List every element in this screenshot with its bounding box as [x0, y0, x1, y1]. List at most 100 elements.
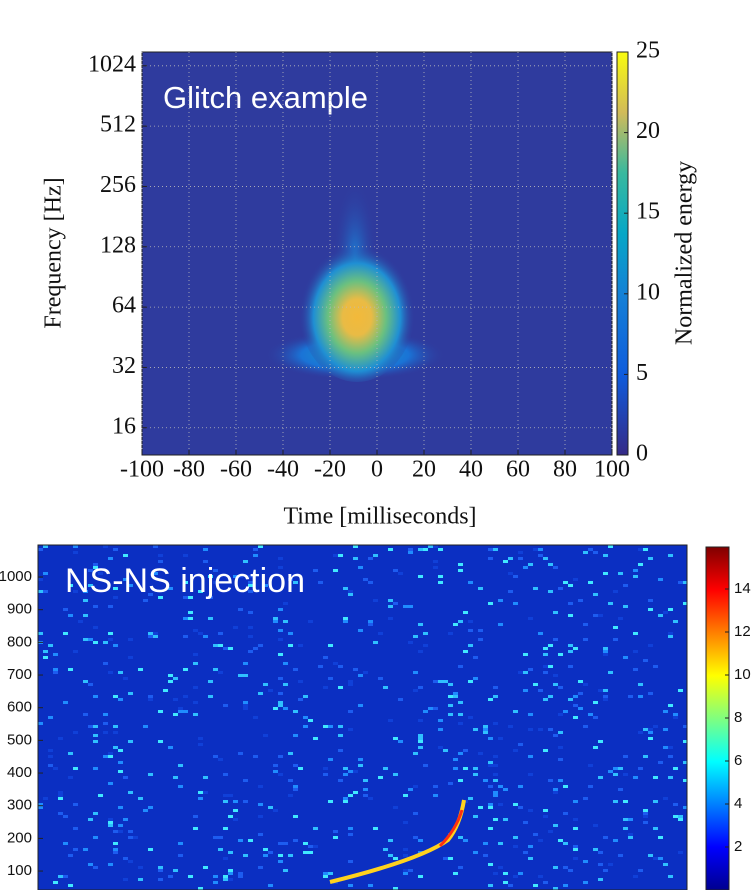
- noise-pixel: [353, 557, 358, 560]
- noise-pixel: [48, 716, 53, 719]
- noise-pixel: [503, 788, 508, 791]
- noise-pixel: [223, 875, 228, 878]
- x-tick-label: 80: [553, 457, 577, 483]
- noise-pixel: [593, 593, 598, 596]
- noise-pixel: [138, 668, 143, 671]
- noise-pixel: [363, 794, 368, 797]
- colorbar-tick-label: 6: [734, 752, 742, 769]
- x-tick-label: -80: [173, 457, 205, 483]
- noise-pixel: [203, 866, 208, 869]
- noise-pixel: [153, 632, 158, 635]
- noise-pixel: [288, 644, 293, 647]
- noise-pixel: [303, 842, 308, 845]
- noise-pixel: [538, 875, 543, 878]
- noise-pixel: [503, 818, 508, 821]
- noise-pixel: [663, 746, 668, 749]
- noise-pixel: [368, 797, 373, 800]
- noise-pixel: [523, 566, 528, 569]
- noise-pixel: [513, 710, 518, 713]
- injection-panel: NS-NS injection 100 200 300 400 500 600 700 800…: [0, 544, 751, 890]
- noise-pixel: [563, 842, 568, 845]
- noise-pixel: [648, 608, 653, 611]
- noise-pixel: [273, 707, 278, 710]
- noise-pixel: [103, 722, 108, 725]
- noise-pixel: [543, 665, 548, 668]
- noise-pixel: [108, 557, 113, 560]
- noise-pixel: [193, 686, 198, 689]
- noise-pixel: [608, 602, 613, 605]
- noise-pixel: [528, 713, 533, 716]
- noise-pixel: [418, 839, 423, 842]
- noise-pixel: [328, 800, 333, 803]
- noise-pixel: [458, 713, 463, 716]
- noise-pixel: [413, 752, 418, 755]
- noise-pixel: [438, 719, 443, 722]
- noise-pixel: [108, 818, 113, 821]
- noise-pixel: [568, 644, 573, 647]
- noise-pixel: [263, 683, 268, 686]
- noise-pixel: [268, 689, 273, 692]
- noise-pixel: [118, 770, 123, 773]
- noise-pixel: [498, 599, 503, 602]
- noise-pixel: [648, 599, 653, 602]
- noise-pixel: [408, 641, 413, 644]
- noise-pixel: [458, 722, 463, 725]
- noise-pixel: [193, 713, 198, 716]
- noise-pixel: [248, 575, 253, 578]
- noise-pixel: [603, 572, 608, 575]
- noise-pixel: [633, 668, 638, 671]
- y-tick-label: 512: [100, 112, 136, 138]
- noise-pixel: [603, 698, 608, 701]
- noise-pixel: [73, 767, 78, 770]
- noise-pixel: [578, 707, 583, 710]
- noise-pixel: [453, 695, 458, 698]
- noise-pixel: [88, 569, 93, 572]
- noise-pixel: [643, 728, 648, 731]
- noise-pixel: [488, 803, 493, 806]
- noise-pixel: [593, 848, 598, 851]
- noise-pixel: [598, 878, 603, 881]
- noise-pixel: [328, 872, 333, 875]
- noise-pixel: [668, 875, 673, 878]
- noise-pixel: [473, 815, 478, 818]
- noise-pixel: [553, 566, 558, 569]
- noise-pixel: [93, 740, 98, 743]
- noise-pixel: [568, 665, 573, 668]
- noise-pixel: [398, 698, 403, 701]
- noise-pixel: [158, 869, 163, 872]
- noise-pixel: [228, 869, 233, 872]
- noise-pixel: [223, 800, 228, 803]
- noise-pixel: [538, 554, 543, 557]
- noise-pixel: [483, 725, 488, 728]
- noise-pixel: [583, 860, 588, 863]
- noise-pixel: [208, 575, 213, 578]
- noise-pixel: [423, 764, 428, 767]
- noise-pixel: [618, 788, 623, 791]
- noise-pixel: [533, 884, 538, 887]
- noise-pixel: [548, 728, 553, 731]
- noise-pixel: [588, 581, 593, 584]
- noise-pixel: [253, 548, 258, 551]
- noise-pixel: [323, 773, 328, 776]
- noise-pixel: [63, 701, 68, 704]
- noise-pixel: [213, 581, 218, 584]
- noise-pixel: [468, 680, 473, 683]
- noise-pixel: [448, 782, 453, 785]
- noise-pixel: [348, 770, 353, 773]
- noise-pixel: [183, 710, 188, 713]
- noise-pixel: [573, 578, 578, 581]
- noise-pixel: [303, 695, 308, 698]
- noise-pixel: [213, 755, 218, 758]
- noise-pixel: [568, 602, 573, 605]
- noise-pixel: [253, 716, 258, 719]
- noise-pixel: [448, 857, 453, 860]
- noise-pixel: [38, 806, 43, 809]
- noise-pixel: [418, 740, 423, 743]
- noise-pixel: [333, 662, 338, 665]
- noise-pixel: [113, 731, 118, 734]
- colorbar-tick-label: 14: [734, 580, 751, 597]
- noise-pixel: [203, 776, 208, 779]
- noise-pixel: [548, 830, 553, 833]
- noise-pixel: [348, 593, 353, 596]
- noise-pixel: [293, 710, 298, 713]
